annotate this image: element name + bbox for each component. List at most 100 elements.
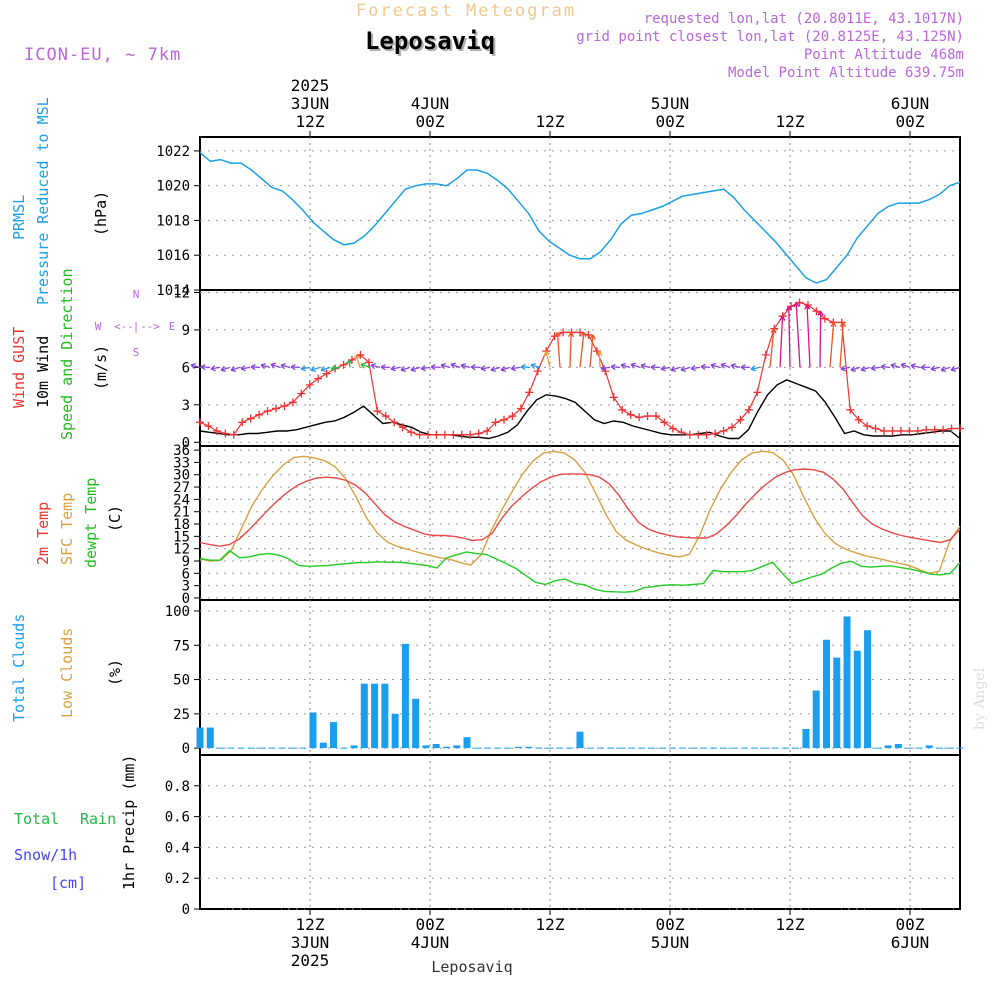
gust-marker bbox=[719, 427, 728, 436]
model-altitude: Model Point Altitude 639.75m bbox=[728, 65, 964, 81]
precip-cm: [cm] bbox=[50, 874, 86, 892]
gust-marker bbox=[424, 430, 432, 439]
time-label-bottom: 00Z bbox=[416, 915, 445, 934]
wind-dir-arrowhead bbox=[400, 366, 407, 373]
wind-dir-arrowhead bbox=[900, 362, 907, 369]
gust-marker bbox=[373, 407, 382, 416]
wind-dir-arrowhead bbox=[390, 365, 396, 372]
wind-dir-arrow bbox=[569, 332, 572, 368]
gridpoint-coords: grid point closest lon,lat (20.8125E, 43… bbox=[576, 29, 964, 45]
tsfc-line bbox=[199, 450, 961, 575]
wind-dir-arrow bbox=[806, 304, 811, 368]
ytick-label-precip: 0.8 bbox=[165, 779, 190, 795]
wind-dir-arrow bbox=[579, 332, 585, 368]
ytick-label-precip: 0.6 bbox=[165, 810, 190, 826]
wind-dir-arrow bbox=[210, 366, 221, 370]
wind-dir-arrowhead bbox=[750, 365, 756, 372]
gust-marker bbox=[415, 430, 424, 439]
wind-dir-arrow bbox=[680, 366, 691, 371]
time-label-top: 6JUN bbox=[891, 94, 930, 113]
wind-dir-arrowhead bbox=[567, 332, 575, 338]
wind-dir-arrow bbox=[890, 364, 901, 369]
ytick-label-clouds: 100 bbox=[165, 604, 190, 620]
time-label-bottom: 12Z bbox=[776, 915, 805, 934]
cloud-bar bbox=[330, 722, 338, 749]
cloud-bar bbox=[822, 639, 830, 749]
gust-marker bbox=[761, 350, 770, 359]
gust-marker bbox=[407, 428, 416, 437]
wind-dir-arrow bbox=[280, 364, 291, 369]
compass-left: <-- bbox=[114, 320, 134, 333]
pressure-line bbox=[199, 152, 961, 284]
wind-dir-arrow bbox=[450, 363, 461, 368]
wind-dir-arrowhead bbox=[346, 359, 353, 365]
wind-label-dir: Speed and Direction bbox=[58, 268, 76, 440]
gust-marker bbox=[922, 425, 931, 434]
compass-n: N bbox=[133, 288, 140, 301]
plot-layer: 1014101610181020102203691203691215182124… bbox=[156, 76, 964, 970]
wind-dir-arrow bbox=[220, 366, 231, 371]
wind-dir-arrowhead bbox=[220, 366, 227, 373]
wind-dir-arrow bbox=[200, 366, 211, 369]
wind-dir-arrowhead bbox=[250, 363, 256, 371]
wind-dir-arrowhead bbox=[580, 332, 587, 338]
wind-dir-arrow bbox=[910, 364, 921, 369]
cloud-bar bbox=[442, 746, 450, 749]
cloud-bar bbox=[360, 683, 368, 749]
wind-dir-arrowhead bbox=[730, 363, 736, 370]
ytick-label-precip: 0.2 bbox=[165, 871, 190, 887]
wind-dir-arrowhead bbox=[300, 365, 306, 372]
gust-marker bbox=[947, 424, 956, 433]
gust-marker bbox=[888, 427, 897, 436]
wind-dir-arrowhead bbox=[740, 364, 746, 371]
wind-dir-arrowhead bbox=[270, 362, 277, 369]
gust-marker bbox=[364, 358, 373, 367]
wind-dir-arrowhead bbox=[690, 364, 696, 372]
wind-unit: (m/s) bbox=[92, 345, 110, 390]
ytick-label-wind: 12 bbox=[173, 285, 190, 301]
time-label-bottom: 00Z bbox=[896, 915, 925, 934]
time-label-top: 00Z bbox=[896, 112, 925, 131]
cloud-bar bbox=[401, 643, 409, 749]
wind-compass: N W <-- | --> E S bbox=[95, 288, 176, 359]
time-label-top: 12Z bbox=[536, 112, 565, 131]
wind-dir-arrow bbox=[829, 322, 835, 368]
wind-dir-arrow bbox=[500, 366, 511, 371]
cloud-bar bbox=[206, 727, 214, 749]
ytick-label-pressure: 1020 bbox=[156, 179, 190, 195]
gust-marker bbox=[322, 369, 331, 378]
gust-marker bbox=[660, 418, 669, 427]
ytick-label-temp: 27 bbox=[173, 480, 190, 496]
compass-mid: | bbox=[133, 320, 140, 333]
time-label-bottom: 00Z bbox=[656, 915, 685, 934]
wind-dir-arrowhead bbox=[230, 366, 237, 373]
wind-dir-arrow bbox=[779, 316, 784, 368]
gust-marker bbox=[221, 429, 230, 438]
gust-marker bbox=[263, 407, 272, 416]
location-title: Leposaviq bbox=[367, 29, 497, 57]
wind-dir-arrowhead bbox=[860, 365, 867, 372]
wind-dir-arrowhead bbox=[596, 350, 603, 356]
cloud-bar bbox=[371, 683, 379, 749]
cloud-bar bbox=[802, 728, 810, 749]
ytick-label-precip: 0 bbox=[182, 902, 190, 918]
ytick-label-temp: 30 bbox=[173, 468, 190, 484]
gust-marker bbox=[652, 412, 660, 421]
temp-unit: (C) bbox=[106, 505, 124, 532]
wind-dir-arrow bbox=[460, 364, 471, 369]
time-label-top: 00Z bbox=[656, 112, 685, 131]
wind-dir-arrow bbox=[870, 366, 881, 370]
wind-dir-arrow bbox=[400, 366, 411, 371]
gust-marker bbox=[559, 328, 568, 337]
wind-dir-arrow bbox=[840, 366, 851, 370]
cloud-bar bbox=[412, 698, 420, 749]
wind-dir-arrowhead bbox=[520, 363, 526, 371]
wind-dir-arrow bbox=[730, 364, 741, 369]
wind-dir-arrow bbox=[556, 332, 561, 368]
wind-dir-arrow bbox=[190, 364, 201, 369]
wind-dir-arrowhead bbox=[793, 302, 800, 308]
gust-marker bbox=[753, 388, 762, 397]
wind-dir-arrow bbox=[510, 366, 521, 370]
gust-marker bbox=[508, 412, 517, 421]
ytick-label-wind: 3 bbox=[182, 398, 190, 414]
